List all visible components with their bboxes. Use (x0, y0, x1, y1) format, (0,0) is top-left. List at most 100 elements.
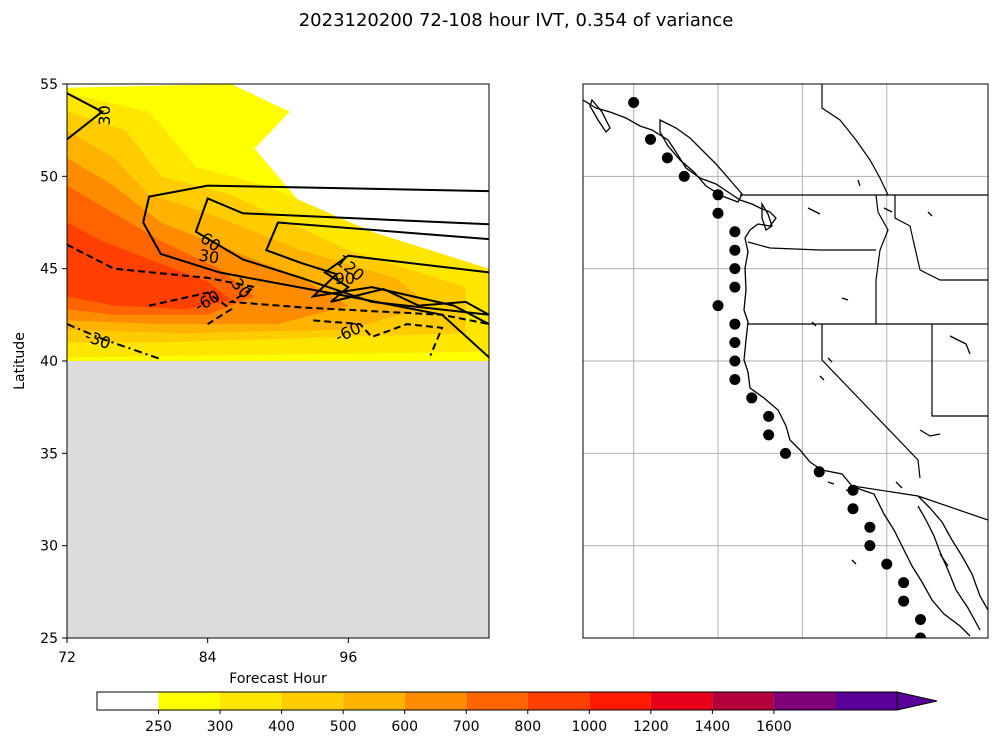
colorbar-box (527, 692, 590, 710)
contour-label: 30 (197, 245, 220, 267)
colorbar-box (220, 692, 282, 710)
station-marker (729, 355, 741, 367)
contour-line (67, 92, 105, 141)
colorbar-box (404, 692, 467, 710)
colorbar-tick-label: 400 (268, 719, 295, 735)
colorbar-box (158, 692, 221, 710)
y-tick-label: 25 (40, 631, 58, 647)
station-marker (712, 300, 724, 312)
contour-line (194, 197, 489, 316)
colorbar-box (466, 692, 528, 710)
colorbar-box (773, 692, 836, 710)
station-marker (881, 558, 893, 570)
station-marker (628, 96, 640, 108)
y-axis: 25 30 35 40 45 50 55 (40, 77, 67, 647)
station-marker (729, 263, 741, 275)
filled-region (67, 222, 232, 310)
baja-east-coast (917, 505, 981, 631)
filled-contours (67, 84, 489, 638)
station-marker (847, 484, 859, 496)
colorbar-tick-label: 1000 (571, 719, 607, 735)
us-mexico-border (852, 485, 988, 521)
y-tick-label: 50 (40, 169, 58, 185)
right-map-panel (582, 83, 989, 639)
colorbar: 250 300 400 500 600 700 800 1000 1200 1400 1600 (96, 691, 938, 735)
lake-tahoe (819, 357, 833, 381)
contour-label: 90 (335, 269, 355, 288)
right-map-frame (582, 83, 989, 639)
y-tick-label: 30 (40, 539, 58, 555)
station-marker (729, 281, 741, 293)
no-data-region (67, 361, 489, 638)
station-marker (661, 152, 673, 164)
x-tick-label: 96 (339, 650, 357, 666)
station-marker (780, 447, 791, 459)
colorbar-tick-label: 1400 (695, 719, 731, 735)
station-marker (678, 170, 690, 182)
california-nevada-border (821, 324, 921, 479)
station-marker (729, 337, 741, 349)
y-tick-label: 55 (40, 77, 58, 93)
contour-line (323, 254, 489, 316)
station-marker (746, 392, 758, 404)
station-marker (813, 466, 825, 478)
colorbar-tick-label: 500 (330, 719, 357, 735)
alberta-bc-border (821, 84, 889, 196)
colorbar-box (712, 692, 774, 710)
station-marker (729, 318, 741, 330)
station-markers (628, 96, 926, 638)
station-marker (898, 595, 910, 607)
washington-oregon-border (747, 241, 876, 251)
station-marker (645, 133, 656, 145)
contour-line (313, 319, 444, 356)
puget-sound (761, 201, 773, 232)
colorbar-tick-label: 1600 (756, 719, 792, 735)
contour-lines (67, 92, 489, 361)
colorbar-boxes (96, 691, 938, 711)
contour-line (67, 323, 162, 361)
x-axis-label: Forecast Hour (229, 671, 327, 687)
colorbar-box (343, 692, 405, 710)
gulf-of-california-coast (917, 495, 988, 611)
colorbar-tick-label: 600 (391, 719, 418, 735)
contour-line (142, 184, 489, 359)
x-axis: 72 84 96 (58, 638, 357, 666)
station-marker (729, 226, 741, 238)
inland-lakes (807, 179, 971, 567)
idaho-border (875, 194, 889, 324)
idaho-montana-border (894, 195, 988, 281)
station-marker (712, 189, 724, 201)
colorbar-tick-label: 1200 (633, 719, 669, 735)
colorbar-tick-label: 700 (453, 719, 480, 735)
map-gridlines (583, 84, 988, 638)
colorbar-ticks: 250 300 400 500 600 700 800 1000 1200 1400 1600 (145, 710, 792, 735)
station-marker (763, 429, 775, 441)
contour-line (148, 291, 233, 325)
contour-line (67, 243, 489, 326)
pacific-coastline (583, 99, 971, 637)
y-tick-label: 45 (40, 262, 58, 278)
station-marker (729, 244, 741, 256)
colorbar-tick-label: 300 (207, 719, 234, 735)
contour-label: 30 (95, 105, 114, 125)
colorbar-box (650, 692, 713, 710)
station-marker (864, 521, 876, 533)
colorbar-box (281, 692, 344, 710)
figure-title: 2023120200 72-108 hour IVT, 0.354 of var… (299, 10, 734, 31)
colorbar-box (835, 692, 897, 710)
vancouver-island (659, 118, 743, 203)
station-marker (729, 373, 741, 385)
haida-gwaii (589, 98, 611, 134)
station-marker (847, 503, 859, 515)
coastline (583, 98, 988, 637)
station-marker (763, 410, 775, 422)
station-marker (712, 207, 724, 219)
colorbar-tick-label: 800 (514, 719, 541, 735)
station-marker (864, 540, 876, 552)
y-tick-label: 40 (40, 354, 58, 370)
nevada-utah-border (931, 324, 988, 417)
station-marker (898, 577, 910, 589)
y-tick-label: 35 (40, 446, 58, 462)
